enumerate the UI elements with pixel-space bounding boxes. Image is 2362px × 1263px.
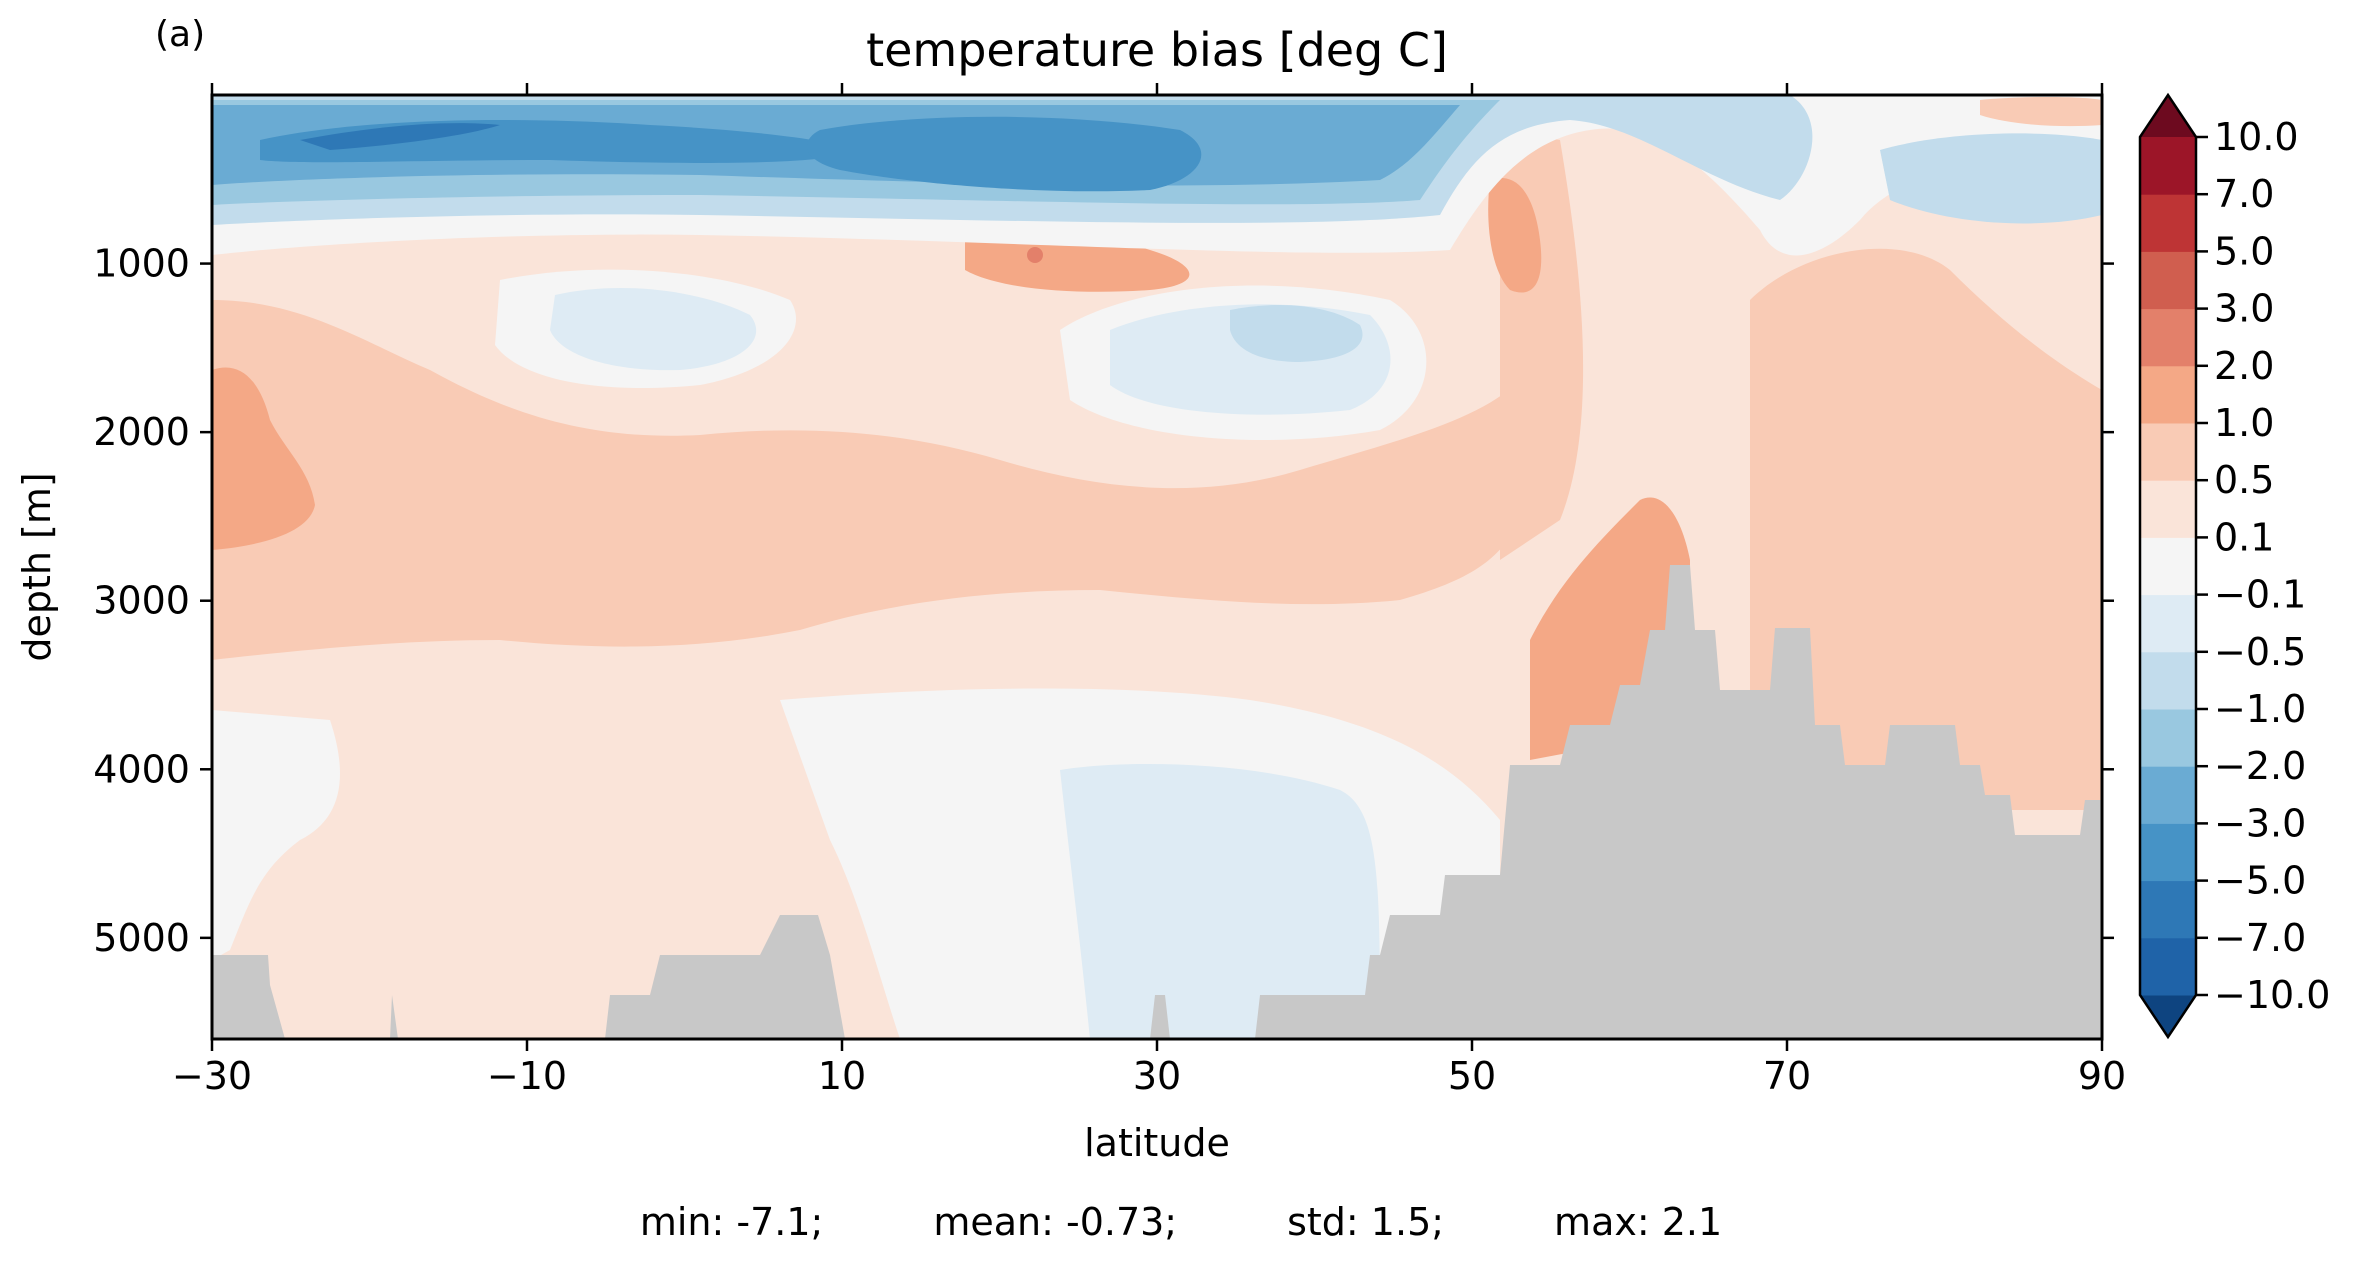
colorbar-segment [2140, 480, 2196, 538]
chart-title: temperature bias [deg C] [866, 23, 1448, 77]
colorbar-tick-label: −1.0 [2214, 687, 2306, 731]
colorbar-tick-label: 2.0 [2214, 344, 2274, 388]
x-tick-label: −30 [172, 1054, 252, 1098]
plot-area [212, 95, 2102, 1039]
colorbar-segment [2140, 766, 2196, 824]
summary-stats: min: -7.1; mean: -0.73; std: 1.5; max: 2… [0, 1200, 2362, 1250]
stat-mean: mean: -0.73; [933, 1200, 1178, 1244]
field-upper-cold-5 [806, 116, 1202, 192]
y-tick-label: 5000 [93, 916, 190, 960]
panel-label: (a) [155, 14, 205, 55]
field-neutral-deep [212, 710, 340, 960]
colorbar-tick-label: 0.5 [2214, 458, 2274, 502]
field-spot-20n [1027, 247, 1043, 263]
colorbar-segment [2140, 423, 2196, 481]
colorbar-tick-label: −3.0 [2214, 801, 2306, 845]
y-axis: 1000 2000 3000 4000 5000 [93, 242, 2114, 960]
colorbar-segment [2140, 251, 2196, 310]
colorbar-tick-label: 3.0 [2214, 287, 2274, 331]
colorbar-segment [2140, 880, 2196, 939]
stat-std: std: 1.5; [1287, 1200, 1445, 1244]
x-tick-label: 90 [2078, 1054, 2126, 1098]
colorbar-tick-label: −10.0 [2214, 973, 2330, 1017]
colorbar-tick-label: −2.0 [2214, 744, 2306, 788]
colorbar-segment [2140, 709, 2196, 767]
y-tick-label: 1000 [93, 242, 190, 286]
colorbar-segment [2140, 137, 2196, 195]
x-tick-label: 70 [1763, 1054, 1811, 1098]
colorbar-segment [2140, 594, 2196, 653]
colorbar-tick-label: 1.0 [2214, 401, 2274, 445]
field-upper-cold-arctic [1880, 133, 2102, 224]
colorbar-segment [2140, 194, 2196, 252]
colorbar-tick-label: 0.1 [2214, 515, 2274, 559]
y-tick-label: 2000 [93, 410, 190, 454]
x-tick-label: −10 [487, 1054, 567, 1098]
colorbar-extend-min [2140, 995, 2196, 1037]
colorbar-segment [2140, 537, 2196, 596]
x-tick-label: 50 [1448, 1054, 1496, 1098]
colorbar-segment [2140, 308, 2196, 367]
colorbar-tick-label: −0.1 [2214, 573, 2306, 617]
x-tick-label: 10 [818, 1054, 866, 1098]
colorbar-tick-label: −0.5 [2214, 630, 2306, 674]
colorbar-tick-label: 5.0 [2214, 229, 2274, 273]
field-upper-warm-arctic [1980, 97, 2102, 127]
x-axis: −30 −10 10 30 50 70 90 [172, 83, 2126, 1098]
field-band-arctic [1750, 248, 2102, 811]
field-upper-cold-6 [300, 123, 500, 150]
colorbar-tick-label: −7.0 [2214, 916, 2306, 960]
colorbar-tick-label: 7.0 [2214, 172, 2274, 216]
colorbar-tick-label: −5.0 [2214, 859, 2306, 903]
x-tick-label: 30 [1133, 1054, 1181, 1098]
field-neg-west-core [550, 287, 757, 371]
y-axis-label: depth [m] [15, 472, 59, 661]
colorbar-segment [2140, 823, 2196, 882]
y-tick-label: 3000 [93, 579, 190, 623]
field-patch-west [212, 367, 315, 550]
x-axis-label: latitude [1084, 1121, 1230, 1165]
colorbar-extend-max [2140, 95, 2196, 137]
colorbar-segment [2140, 365, 2196, 424]
colorbar-segment [2140, 937, 2196, 996]
field-band-mid [212, 300, 1520, 660]
colorbar-segment [2140, 651, 2196, 710]
land-mask [212, 565, 2102, 1039]
stat-min: min: -7.1; [639, 1200, 824, 1244]
colorbar-tick-label: 10.0 [2214, 115, 2299, 159]
colorbar: −10.0 −7.0 −5.0 −3.0 −2.0 −1.0 −0.5 −0.1 0.1 0.5 1… [2138, 92, 2330, 1040]
field-patch-53n [1488, 178, 1542, 293]
field-neg-mid-inner [1230, 305, 1363, 362]
field-neg-deep [1060, 764, 1380, 1039]
y-tick-label: 4000 [93, 747, 190, 791]
stat-max: max: 2.1 [1554, 1200, 1723, 1244]
